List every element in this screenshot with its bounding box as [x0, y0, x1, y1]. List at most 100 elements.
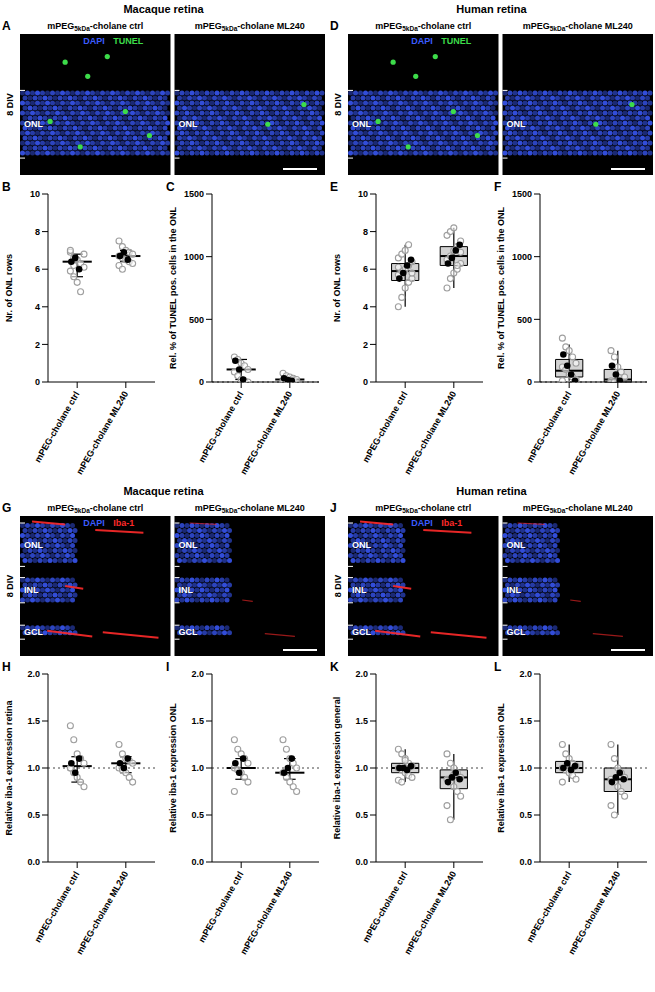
svg-text:2.0: 2.0 — [27, 669, 40, 679]
svg-text:mPEG-cholane ML240: mPEG-cholane ML240 — [402, 390, 458, 477]
svg-text:1.0: 1.0 — [191, 763, 204, 773]
svg-text:ONL: ONL — [507, 540, 527, 550]
svg-text:mPEG-cholane ctrl: mPEG-cholane ctrl — [525, 870, 574, 945]
svg-text:mPEG5kDa-cholane ML240: mPEG5kDa-cholane ML240 — [523, 21, 633, 32]
svg-text:0.5: 0.5 — [191, 810, 204, 820]
svg-text:GCL: GCL — [179, 627, 199, 637]
svg-text:mPEG-cholane ctrl: mPEG-cholane ctrl — [525, 390, 574, 465]
svg-text:DAPI: DAPI — [411, 518, 433, 528]
svg-text:mPEG-cholane ctrl: mPEG-cholane ctrl — [361, 870, 410, 945]
svg-text:8 DIV: 8 DIV — [5, 575, 15, 598]
svg-text:GCL: GCL — [352, 627, 372, 637]
svg-text:INL: INL — [352, 585, 367, 595]
svg-text:mPEG-cholane ML240: mPEG-cholane ML240 — [74, 870, 130, 957]
svg-text:mPEG5kDa-cholane ctrl: mPEG5kDa-cholane ctrl — [375, 21, 471, 32]
svg-text:1.5: 1.5 — [519, 716, 532, 726]
svg-text:8 DIV: 8 DIV — [333, 575, 343, 598]
svg-text:Relative iba-1 expression gene: Relative iba-1 expression general — [332, 697, 342, 840]
svg-text:Iba-1: Iba-1 — [441, 518, 462, 528]
svg-text:0: 0 — [199, 377, 204, 387]
svg-text:2.0: 2.0 — [191, 669, 204, 679]
svg-text:1.5: 1.5 — [355, 716, 368, 726]
svg-text:6: 6 — [363, 264, 368, 274]
svg-text:DAPI: DAPI — [83, 36, 105, 46]
svg-text:Relative iba-1 expression ONL: Relative iba-1 expression ONL — [496, 703, 506, 833]
svg-text:mPEG-cholane ML240: mPEG-cholane ML240 — [566, 870, 622, 957]
svg-text:6: 6 — [35, 264, 40, 274]
svg-text:0.5: 0.5 — [519, 810, 532, 820]
svg-text:GCL: GCL — [24, 627, 44, 637]
svg-text:0.0: 0.0 — [355, 857, 368, 867]
svg-text:500: 500 — [189, 315, 204, 325]
svg-text:10: 10 — [30, 189, 40, 199]
svg-text:0.0: 0.0 — [27, 857, 40, 867]
svg-text:Rel. % of TUNEL pos. cells in: Rel. % of TUNEL pos. cells in the ONL — [168, 207, 178, 369]
svg-text:INL: INL — [24, 585, 39, 595]
svg-text:500: 500 — [517, 315, 532, 325]
svg-text:mPEG-cholane ML240: mPEG-cholane ML240 — [402, 870, 458, 957]
svg-text:8: 8 — [363, 227, 368, 237]
svg-text:INL: INL — [179, 585, 194, 595]
svg-text:mPEG-cholane ML240: mPEG-cholane ML240 — [74, 390, 130, 477]
svg-text:D: D — [330, 19, 339, 33]
svg-text:ONL: ONL — [352, 540, 372, 550]
svg-text:Nr. of ONL rows: Nr. of ONL rows — [4, 254, 14, 322]
svg-text:1.5: 1.5 — [191, 716, 204, 726]
svg-text:mPEG5kDa-cholane ML240: mPEG5kDa-cholane ML240 — [195, 21, 305, 32]
svg-text:1.5: 1.5 — [27, 716, 40, 726]
svg-text:mPEG5kDa-cholane ctrl: mPEG5kDa-cholane ctrl — [47, 21, 143, 32]
svg-text:mPEG5kDa-cholane ML240: mPEG5kDa-cholane ML240 — [523, 503, 633, 514]
svg-text:mPEG-cholane ctrl: mPEG-cholane ctrl — [361, 390, 410, 465]
svg-text:ONL: ONL — [24, 119, 44, 129]
svg-text:G: G — [2, 501, 11, 515]
svg-text:ONL: ONL — [507, 119, 527, 129]
svg-text:mPEG-cholane ctrl: mPEG-cholane ctrl — [33, 390, 82, 465]
svg-text:Iba-1: Iba-1 — [113, 518, 134, 528]
svg-text:ONL: ONL — [352, 119, 372, 129]
svg-text:2: 2 — [35, 340, 40, 350]
svg-text:2: 2 — [363, 340, 368, 350]
svg-text:DAPI: DAPI — [83, 518, 105, 528]
svg-text:mPEG-cholane ML240: mPEG-cholane ML240 — [238, 390, 294, 477]
svg-text:TUNEL: TUNEL — [441, 36, 471, 46]
svg-text:TUNEL: TUNEL — [113, 36, 143, 46]
svg-text:mPEG-cholane ctrl: mPEG-cholane ctrl — [197, 390, 246, 465]
svg-text:1500: 1500 — [512, 189, 532, 199]
svg-text:4: 4 — [363, 302, 368, 312]
svg-text:2.0: 2.0 — [355, 669, 368, 679]
svg-text:DAPI: DAPI — [411, 36, 433, 46]
svg-text:0.0: 0.0 — [191, 857, 204, 867]
svg-text:1.0: 1.0 — [355, 763, 368, 773]
svg-text:0.0: 0.0 — [519, 857, 532, 867]
svg-text:Relative iba-1 expression reti: Relative iba-1 expression retina — [4, 699, 14, 835]
svg-text:J: J — [330, 501, 337, 515]
svg-text:0: 0 — [527, 377, 532, 387]
svg-text:mPEG-cholane ctrl: mPEG-cholane ctrl — [197, 870, 246, 945]
svg-text:mPEG-cholane ctrl: mPEG-cholane ctrl — [33, 870, 82, 945]
svg-text:4: 4 — [35, 302, 40, 312]
svg-text:ONL: ONL — [179, 119, 199, 129]
svg-text:8 DIV: 8 DIV — [333, 93, 343, 116]
svg-text:ONL: ONL — [179, 540, 199, 550]
svg-text:mPEG-cholane ML240: mPEG-cholane ML240 — [238, 870, 294, 957]
svg-text:Rel. % of TUNEL pos. cells in: Rel. % of TUNEL pos. cells in the ONL — [496, 207, 506, 369]
svg-text:A: A — [2, 19, 11, 33]
svg-text:Relative iba-1 expression ONL: Relative iba-1 expression ONL — [168, 703, 178, 833]
svg-text:0.5: 0.5 — [355, 810, 368, 820]
svg-text:1.0: 1.0 — [27, 763, 40, 773]
svg-text:mPEG5kDa-cholane ctrl: mPEG5kDa-cholane ctrl — [375, 503, 471, 514]
svg-text:0: 0 — [35, 377, 40, 387]
svg-text:Nr. of ONL rows: Nr. of ONL rows — [332, 254, 342, 322]
svg-text:0.5: 0.5 — [27, 810, 40, 820]
svg-text:mPEG5kDa-cholane ML240: mPEG5kDa-cholane ML240 — [195, 503, 305, 514]
svg-text:1500: 1500 — [184, 189, 204, 199]
svg-text:2.0: 2.0 — [519, 669, 532, 679]
svg-text:ONL: ONL — [24, 540, 44, 550]
svg-text:GCL: GCL — [507, 627, 527, 637]
svg-text:8 DIV: 8 DIV — [5, 93, 15, 116]
svg-text:8: 8 — [35, 227, 40, 237]
svg-text:10: 10 — [358, 189, 368, 199]
svg-text:1000: 1000 — [512, 252, 532, 262]
svg-text:1.0: 1.0 — [519, 763, 532, 773]
svg-text:0: 0 — [363, 377, 368, 387]
